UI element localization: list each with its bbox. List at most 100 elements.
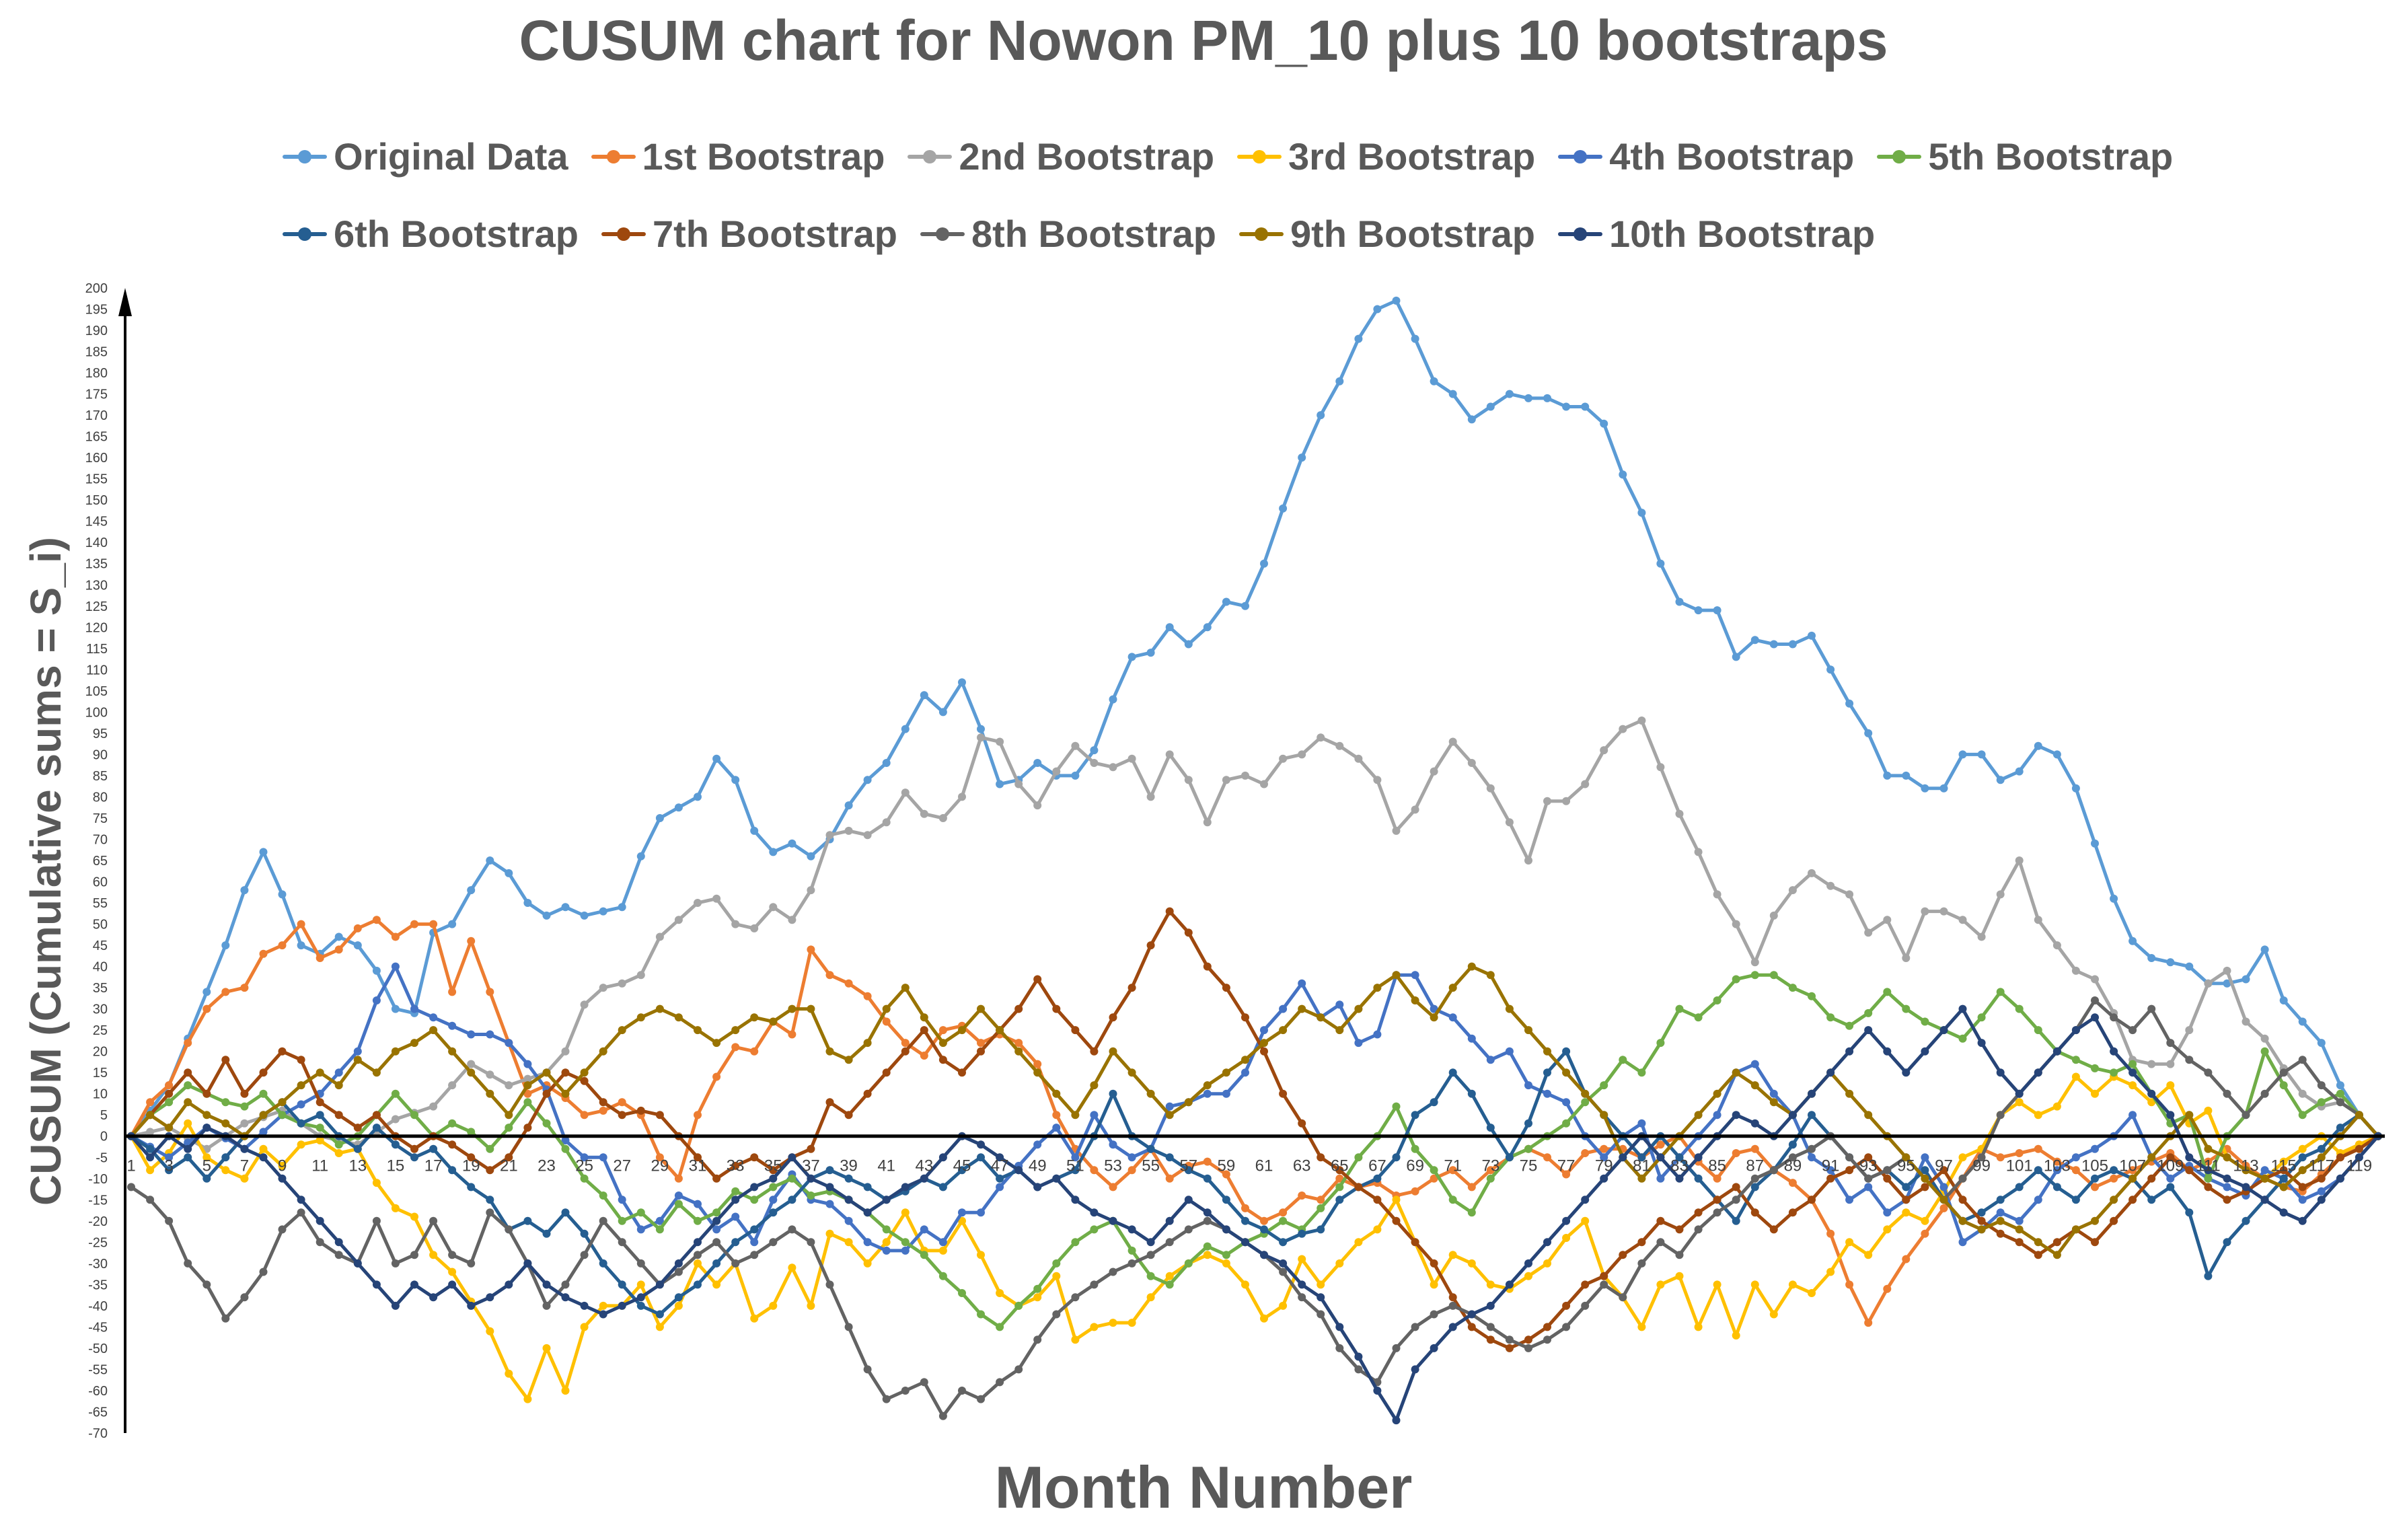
- series-point: [2204, 1174, 2213, 1183]
- series-point: [1562, 1216, 1571, 1225]
- series-point: [863, 1183, 872, 1191]
- series-point: [391, 1004, 400, 1013]
- series-point: [694, 1200, 702, 1208]
- series-point: [1260, 1314, 1268, 1323]
- series-point: [561, 1208, 570, 1217]
- series-point: [1939, 1204, 1948, 1212]
- series-point: [618, 1111, 626, 1120]
- series-point: [712, 1208, 721, 1217]
- legend-item: 1st Bootstrap: [591, 135, 885, 178]
- series-point: [1071, 771, 1080, 780]
- series-point: [165, 1089, 174, 1098]
- series-point: [1014, 1301, 1023, 1310]
- series-point: [1430, 1344, 1438, 1352]
- series-point: [165, 1216, 174, 1225]
- series-point: [1996, 1111, 2005, 1120]
- series-point: [731, 1187, 740, 1196]
- series-point: [372, 916, 381, 924]
- series-point: [788, 1263, 797, 1272]
- series-point: [938, 1246, 947, 1255]
- y-tick-label: 120: [85, 620, 108, 635]
- series-point: [1071, 1335, 1080, 1344]
- y-tick-label: -20: [88, 1214, 108, 1229]
- series-point: [353, 924, 362, 932]
- series-point: [844, 801, 853, 810]
- series-point: [636, 1301, 645, 1310]
- series-point: [1600, 1280, 1608, 1289]
- series-point: [221, 1314, 230, 1323]
- series-point: [1788, 1111, 1797, 1120]
- series-point: [1921, 784, 1929, 793]
- series-point: [467, 886, 476, 895]
- series-point: [1921, 1216, 1929, 1225]
- series-point: [1750, 636, 1759, 645]
- series-point: [2052, 941, 2061, 950]
- series-point: [882, 1246, 891, 1255]
- series-point: [202, 1174, 211, 1183]
- series-point: [2071, 1056, 2080, 1064]
- series-point: [1335, 1026, 1344, 1035]
- series-point: [2034, 1026, 2042, 1035]
- series-point: [372, 1068, 381, 1077]
- y-tick-label: -10: [88, 1172, 108, 1187]
- series-point: [1298, 1229, 1306, 1238]
- series-point: [1600, 419, 1608, 428]
- series-point: [1864, 1251, 1873, 1259]
- series-point: [165, 1081, 174, 1090]
- series-point: [1486, 1124, 1495, 1132]
- series-point: [221, 1153, 230, 1162]
- series-point: [146, 1196, 155, 1204]
- series-point: [1298, 979, 1306, 988]
- series-point: [920, 1013, 928, 1022]
- legend-row: 6th Bootstrap 7th Bootstrap 8th Bootstrap 9…: [283, 195, 2301, 272]
- series-point: [2071, 1225, 2080, 1234]
- series-point: [901, 1387, 910, 1395]
- series-point: [1581, 1098, 1590, 1107]
- series-point: [1845, 1089, 1854, 1098]
- series-point: [694, 1216, 702, 1225]
- series-point: [1921, 1047, 1929, 1056]
- series-point: [240, 1119, 249, 1128]
- series-point: [1713, 1208, 1721, 1217]
- series-point: [1146, 649, 1155, 657]
- series-point: [2128, 1026, 2137, 1035]
- series-point: [1165, 1102, 1174, 1111]
- series-line: [130, 965, 2379, 1253]
- series-point: [146, 1111, 155, 1120]
- series-point: [561, 1068, 570, 1077]
- series-point: [844, 1323, 853, 1331]
- series-line: [130, 973, 2379, 1329]
- series-point: [1052, 1089, 1061, 1098]
- series-point: [788, 1174, 797, 1183]
- series-point: [1241, 601, 1249, 610]
- series-point: [1486, 971, 1495, 980]
- series-point: [1845, 1196, 1854, 1204]
- series-point: [1317, 1280, 1325, 1289]
- series-point: [1524, 1344, 1532, 1352]
- series-point: [1883, 1166, 1892, 1175]
- series-point: [1203, 818, 1212, 827]
- series-point: [2110, 1216, 2118, 1225]
- series-point: [731, 1259, 740, 1268]
- series-point: [2015, 1216, 2024, 1225]
- series-point: [1298, 1255, 1306, 1263]
- y-tick-label: -30: [88, 1257, 108, 1272]
- series-point: [1486, 1335, 1495, 1344]
- series-point: [391, 1115, 400, 1124]
- series-point: [1033, 1060, 1042, 1068]
- x-tick-label: 87: [1746, 1157, 1764, 1175]
- series-point: [1052, 1259, 1061, 1268]
- series-point: [1750, 1280, 1759, 1289]
- series-point: [1845, 1021, 1854, 1030]
- series-point: [2317, 1187, 2326, 1196]
- series-point: [2015, 1225, 2024, 1234]
- series-point: [542, 1089, 551, 1098]
- series-point: [1562, 1170, 1571, 1179]
- x-tick-label: 29: [651, 1157, 669, 1175]
- series-point: [844, 1216, 853, 1225]
- series-point: [1902, 1208, 1911, 1217]
- series-point: [202, 1153, 211, 1162]
- series-point: [1317, 733, 1325, 742]
- series-point: [1619, 1153, 1627, 1162]
- series-point: [2279, 1174, 2288, 1183]
